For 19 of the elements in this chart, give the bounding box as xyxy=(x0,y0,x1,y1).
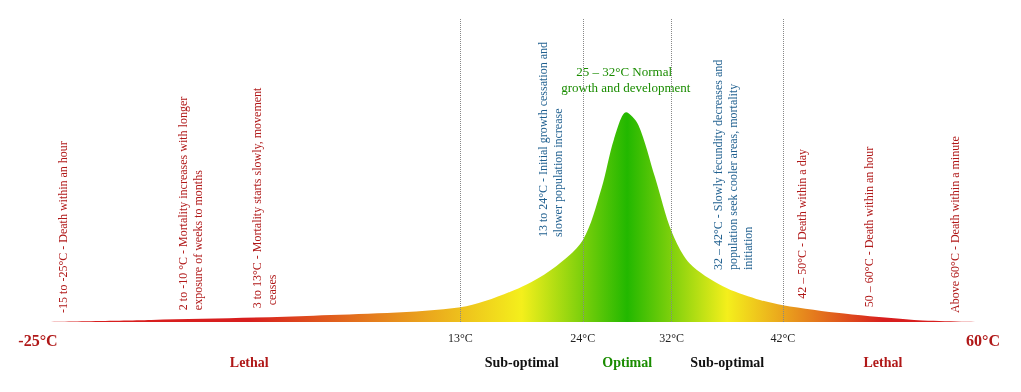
text: Sub-optimal xyxy=(690,354,765,370)
x-tick-label: 60°C xyxy=(966,331,1000,349)
annotation: 42 – 50°C - Death within a day xyxy=(794,148,809,299)
x-tick-label: 42°C xyxy=(770,331,796,345)
annotation: 3 to 13°C - Mortality starts slowly, movement ceases xyxy=(250,86,280,309)
text: 25 – 32°C Normal growth and development xyxy=(561,64,691,96)
text: Lethal xyxy=(863,354,903,370)
text: Optimal xyxy=(602,354,653,370)
x-tick-label: 32°C xyxy=(659,331,685,345)
annotation: 2 to -10 °C - Mortality increases with longer exposure of weeks to months xyxy=(176,93,206,311)
text: Sub-optimal xyxy=(484,354,559,370)
text: Lethal xyxy=(229,354,269,370)
x-tick-label: 24°C xyxy=(570,331,596,345)
annotation: 50 – 60°C - Death within an hour xyxy=(861,146,876,308)
annotation: -15 to -25°C - Death within an hour xyxy=(55,141,70,313)
x-tick-label: -25°C xyxy=(18,331,58,349)
annotation: Above 60°C - Death within a minute xyxy=(947,136,962,313)
x-tick-label: 13°C xyxy=(448,331,473,345)
annotation: 32 – 42°C - Slowly fecundity decreases and population seek cooler areas, mortality initiation xyxy=(711,56,756,271)
